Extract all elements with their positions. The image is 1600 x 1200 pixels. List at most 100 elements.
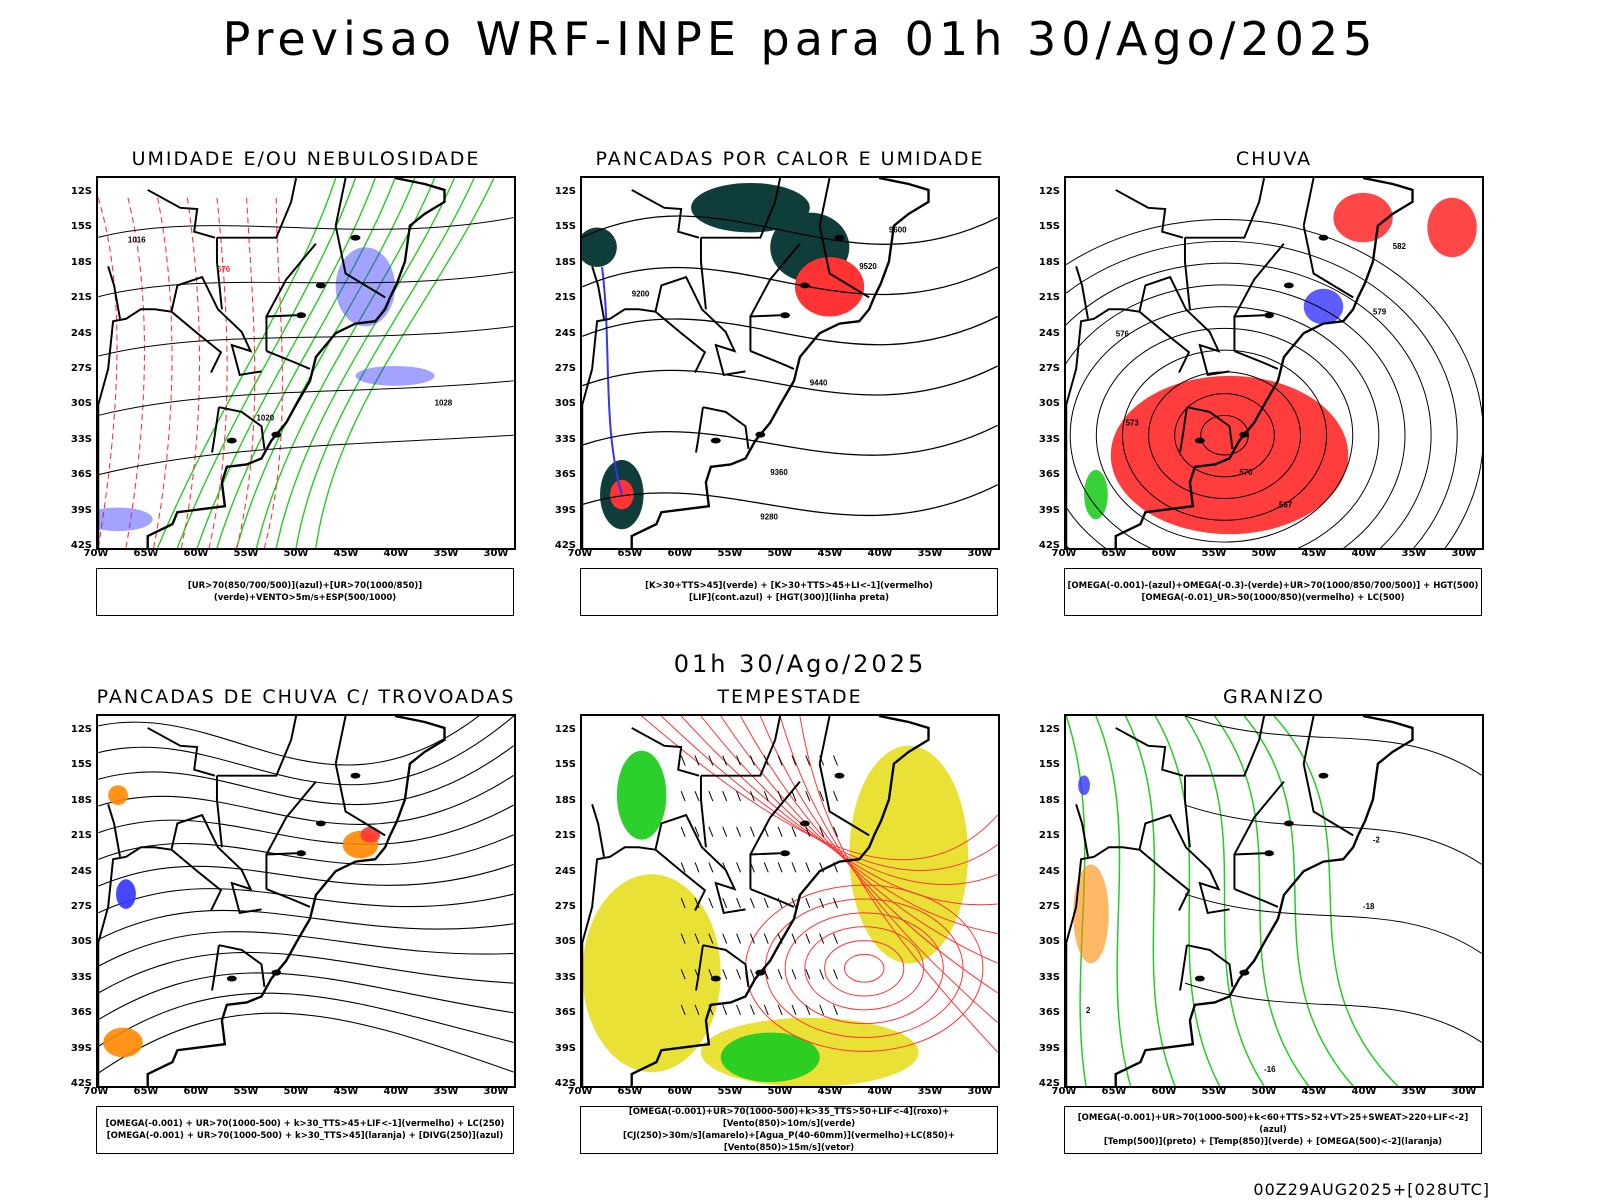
border-line bbox=[749, 314, 781, 352]
latitude-tick-label: 21S bbox=[70, 830, 92, 842]
wind-vector bbox=[736, 862, 741, 873]
wind-vector bbox=[736, 1004, 741, 1015]
legend-line: [CJ(250)>30m/s](amarelo)+[Agua_P(40-60mm… bbox=[622, 1131, 956, 1153]
wind-vector bbox=[805, 897, 811, 909]
wind-vector bbox=[708, 755, 714, 766]
longitude-tick-label: 40W bbox=[867, 548, 893, 559]
longitude-tick-label: 50W bbox=[283, 548, 309, 559]
green-contour bbox=[275, 178, 456, 548]
border-line bbox=[170, 813, 262, 915]
latitude-tick-label: 30S bbox=[70, 398, 92, 410]
border-line bbox=[266, 350, 311, 370]
lake-shape bbox=[1239, 969, 1250, 976]
lake-shape bbox=[755, 431, 766, 438]
blue-humidity-area bbox=[98, 507, 153, 532]
lake-shape bbox=[755, 969, 766, 976]
border-line bbox=[818, 178, 831, 226]
streamline bbox=[98, 1012, 514, 1074]
wind-vector bbox=[763, 969, 769, 980]
map-frame: 9600 9520 9440 9360 9280 9200 bbox=[580, 176, 1000, 550]
wind-vector bbox=[777, 969, 783, 980]
map-frame bbox=[580, 714, 1000, 1088]
wind-vector bbox=[680, 791, 686, 802]
map-frame: 582 579 576 573 570 567 bbox=[1064, 176, 1484, 550]
wind-vector bbox=[680, 933, 686, 944]
red-storm-area bbox=[360, 826, 381, 843]
lake-shape bbox=[834, 772, 845, 779]
latitude-tick-label: 21S bbox=[1038, 830, 1060, 842]
border-line bbox=[1138, 310, 1191, 373]
latitude-tick-label: 15S bbox=[554, 759, 576, 771]
yellow-jet-area bbox=[849, 745, 969, 964]
contour-label: 1020 bbox=[257, 413, 275, 422]
border-line bbox=[699, 775, 707, 848]
streamline bbox=[98, 716, 480, 766]
latitude-tick-label: 27S bbox=[70, 363, 92, 374]
orange-storm-area bbox=[103, 1027, 143, 1058]
latitude-tick-label: 27S bbox=[554, 901, 576, 912]
streamline bbox=[1066, 284, 1406, 548]
wind-vector bbox=[749, 755, 755, 766]
border-line bbox=[654, 275, 746, 377]
coastline bbox=[146, 178, 446, 548]
wind-vector bbox=[833, 755, 838, 766]
border-line bbox=[702, 944, 750, 988]
black-temp500-contour bbox=[1184, 893, 1482, 954]
coastline bbox=[1114, 178, 1414, 548]
border-line bbox=[1234, 350, 1279, 370]
longitude-tick-label: 70W bbox=[1051, 548, 1077, 559]
border-line bbox=[215, 237, 223, 310]
latitude-tick-label: 39S bbox=[554, 1042, 576, 1054]
longitude-tick-label: 40W bbox=[1351, 1086, 1377, 1097]
legend-line: [OMEGA(-0.001)+UR>70(1000-500)+k>35_TTS>… bbox=[628, 1107, 950, 1129]
lake-shape bbox=[1194, 975, 1205, 982]
wind-vector bbox=[736, 969, 741, 980]
legend-box: [K>30+TTS>45](verde) + [K>30+TTS>45+LI<-… bbox=[580, 568, 998, 616]
latitude-tick-label: 42S bbox=[1038, 1078, 1060, 1089]
wind-vector bbox=[805, 969, 811, 980]
border-line bbox=[1302, 225, 1354, 299]
wind-vector bbox=[791, 897, 797, 909]
contour-label: 2 bbox=[1086, 1006, 1091, 1015]
streamline bbox=[98, 774, 514, 825]
longitude-tick-label: 55W bbox=[1201, 548, 1227, 559]
latitude-tick-label: 36S bbox=[554, 469, 576, 481]
streamline bbox=[98, 931, 514, 967]
height-contour bbox=[582, 266, 998, 296]
latitude-tick-label: 24S bbox=[1038, 327, 1060, 339]
wind-vector bbox=[805, 933, 811, 944]
contour-label: 1016 bbox=[128, 235, 146, 244]
border-line bbox=[1302, 178, 1315, 226]
latitude-tick-label: 30S bbox=[1038, 936, 1060, 948]
lake-shape bbox=[1264, 312, 1274, 319]
lake-shape bbox=[1318, 234, 1329, 241]
border-line bbox=[265, 314, 297, 352]
contour-label: -18 bbox=[1363, 902, 1375, 911]
wind-vector bbox=[749, 826, 755, 837]
border-line bbox=[700, 716, 782, 777]
latitude-tick-label: 12S bbox=[70, 724, 92, 735]
longitude-tick-label: 30W bbox=[483, 1086, 509, 1097]
longitude-tick-label: 45W bbox=[1301, 1086, 1327, 1097]
green-temp850-contour bbox=[1273, 716, 1399, 1086]
latitude-tick-label: 18S bbox=[70, 256, 92, 268]
orange-omega-area bbox=[1073, 864, 1109, 964]
latitude-tick-label: 33S bbox=[554, 433, 576, 445]
longitude-tick-label: 45W bbox=[333, 1086, 359, 1097]
wind-vector bbox=[819, 791, 825, 802]
wind-vector bbox=[680, 969, 686, 980]
border-line bbox=[695, 407, 704, 453]
latitude-tick-label: 21S bbox=[1038, 292, 1060, 304]
contour-label: -2 bbox=[1373, 836, 1381, 845]
latitude-tick-label: 36S bbox=[1038, 1007, 1060, 1019]
lake-shape bbox=[296, 312, 306, 319]
border-line bbox=[216, 716, 298, 777]
longitude-tick-label: 40W bbox=[383, 548, 409, 559]
wind-vector bbox=[708, 897, 714, 909]
wind-vector bbox=[736, 826, 741, 837]
lake-shape bbox=[710, 437, 721, 444]
longitude-tick-label: 30W bbox=[483, 548, 509, 559]
wind-vector bbox=[749, 969, 755, 980]
longitude-tick-label: 55W bbox=[717, 1086, 743, 1097]
lake-shape bbox=[271, 431, 282, 438]
